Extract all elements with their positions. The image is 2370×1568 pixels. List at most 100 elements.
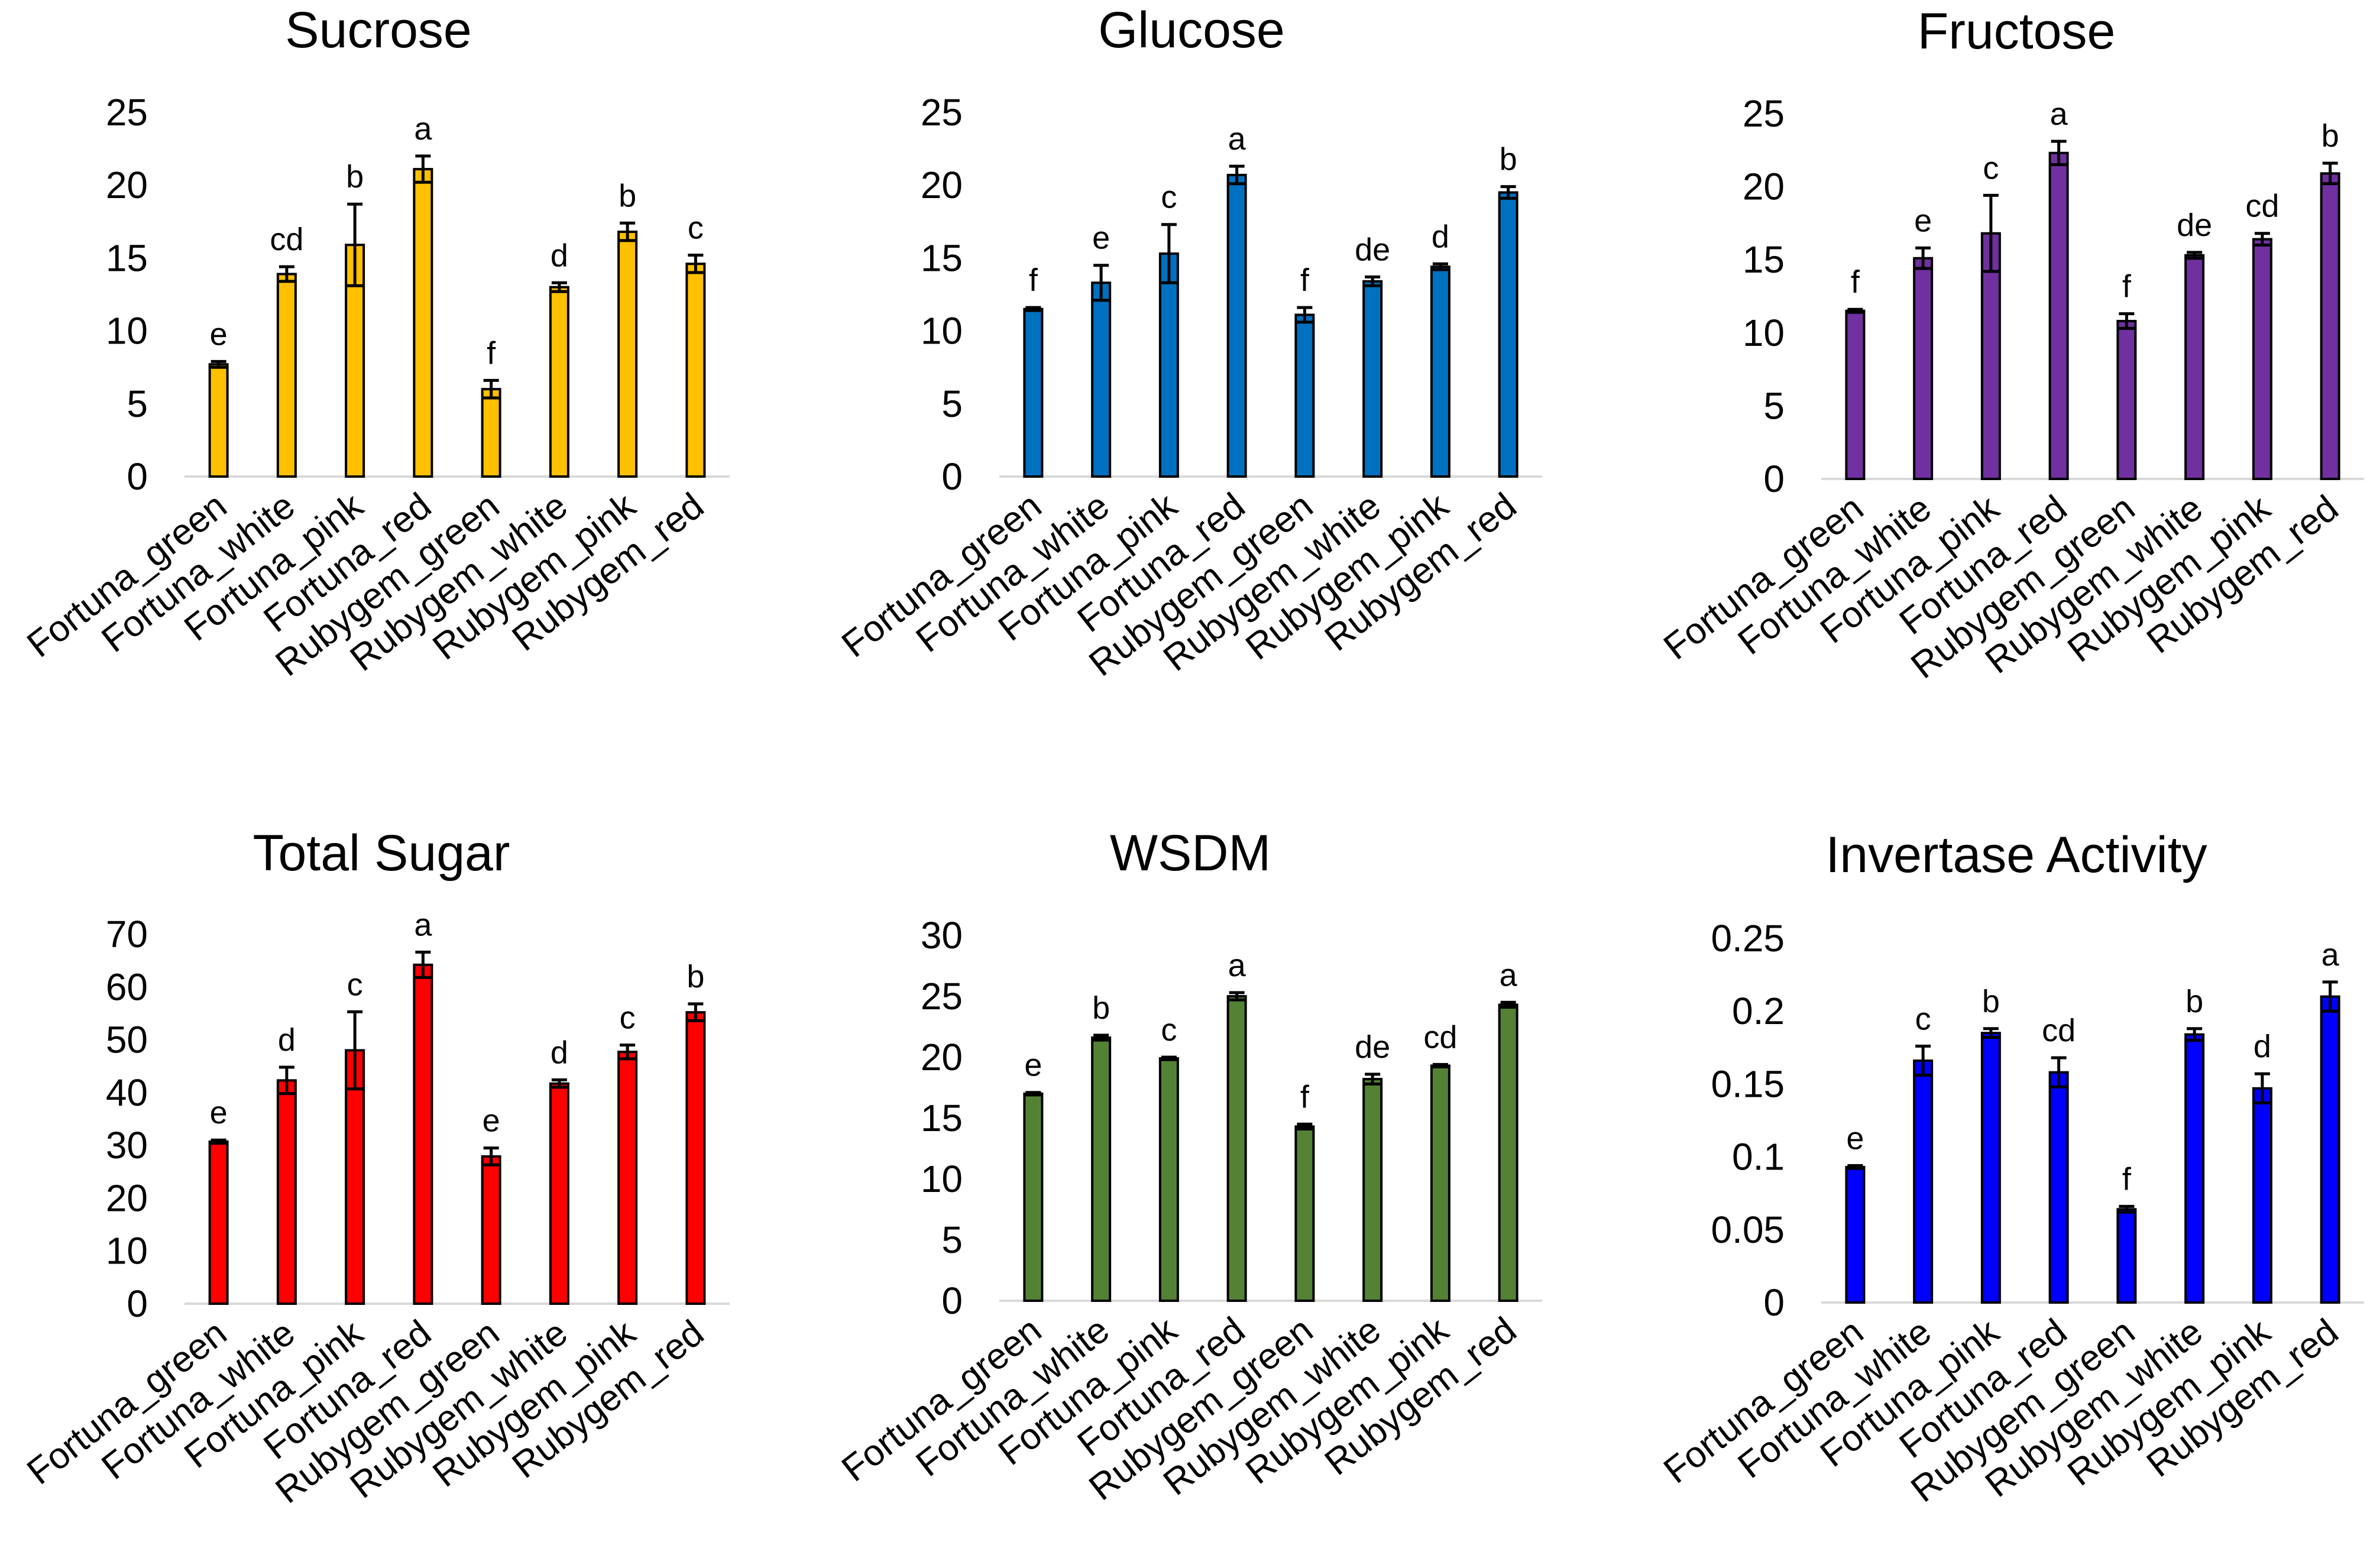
bar-fortuna-red: [1226, 173, 1247, 478]
y-tick-label: 20: [921, 164, 963, 206]
significance-label-rubygem-pink: d: [2254, 1029, 2271, 1064]
y-tick-label: 0: [941, 455, 963, 498]
y-tick-label: 15: [1743, 238, 1785, 281]
significance-label-fortuna-green: e: [1024, 1048, 1042, 1083]
significance-label-rubygem-green: f: [2122, 269, 2132, 304]
bar-fortuna-white: [1091, 1036, 1112, 1303]
y-tick-label: 5: [941, 1219, 963, 1261]
y-tick-label: 0.25: [1711, 917, 1785, 960]
significance-label-rubygem-green: f: [1300, 263, 1310, 298]
bar-rubygem-green: [2116, 320, 2137, 480]
bar-rubygem-green: [481, 388, 501, 478]
significance-label-fortuna-white: d: [278, 1022, 296, 1058]
significance-label-rubygem-pink: cd: [1423, 1019, 1457, 1055]
bar-fortuna-pink: [345, 1049, 365, 1305]
chart-title: Invertase Activity: [1825, 827, 2207, 883]
y-tick-label: 10: [1743, 312, 1785, 354]
bar-rubygem-pink: [617, 231, 638, 478]
bar-rubygem-white: [1362, 1078, 1383, 1302]
bar-fortuna-white: [1913, 257, 1934, 480]
y-tick-label: 20: [921, 1036, 963, 1078]
significance-label-rubygem-green: e: [483, 1103, 500, 1139]
significance-label-rubygem-green: f: [2122, 1161, 2132, 1197]
bar-fortuna-white: [1091, 281, 1112, 478]
significance-label-fortuna-pink: c: [1983, 150, 1999, 186]
bar-fortuna-green: [1023, 1092, 1044, 1303]
bar-rubygem-pink: [1430, 265, 1451, 478]
significance-label-fortuna-green: f: [1851, 264, 1860, 300]
bar-fortuna-white: [276, 273, 297, 478]
significance-label-rubygem-white: de: [1355, 232, 1390, 267]
significance-label-fortuna-white: c: [1915, 1001, 1931, 1036]
bar-fortuna-green: [1845, 309, 1866, 480]
bar-rubygem-pink: [2252, 1087, 2272, 1304]
y-tick-label: 15: [921, 237, 963, 279]
y-tick-label: 15: [921, 1097, 963, 1139]
significance-label-rubygem-white: d: [551, 1035, 568, 1070]
y-tick-label: 20: [106, 164, 148, 206]
y-tick-label: 5: [941, 383, 963, 425]
significance-label-rubygem-green: f: [487, 335, 496, 371]
bar-rubygem-red: [2320, 995, 2340, 1304]
significance-label-rubygem-white: d: [551, 238, 568, 273]
significance-label-fortuna-pink: b: [346, 159, 364, 195]
significance-label-rubygem-white: b: [2186, 984, 2203, 1019]
bar-fortuna-green: [208, 363, 229, 478]
chart-title: WSDM: [1110, 825, 1271, 882]
significance-label-fortuna-white: b: [1092, 990, 1110, 1026]
y-tick-label: 0: [1763, 1281, 1785, 1324]
significance-label-rubygem-green: f: [1300, 1079, 1310, 1115]
bar-rubygem-white: [549, 286, 569, 478]
chart-title: Fructose: [1918, 3, 2116, 60]
y-tick-label: 0: [127, 455, 148, 498]
significance-label-rubygem-red: b: [687, 959, 704, 994]
chart-panel-total-sugar: Total Sugar010203040506070eFortuna_green…: [20, 825, 730, 1511]
y-tick-label: 25: [921, 975, 963, 1018]
y-tick-label: 0: [1763, 458, 1785, 500]
bar-fortuna-green: [208, 1140, 229, 1305]
bar-rubygem-red: [685, 263, 706, 478]
bar-rubygem-green: [1294, 1125, 1315, 1303]
bar-rubygem-pink: [2252, 238, 2272, 480]
significance-label-fortuna-pink: c: [1161, 180, 1177, 215]
significance-label-rubygem-red: c: [688, 210, 704, 245]
bar-rubygem-red: [1498, 191, 1519, 478]
significance-label-fortuna-green: e: [210, 316, 228, 352]
significance-label-fortuna-white: e: [1092, 221, 1110, 256]
chart-panel-wsdm: WSDM051015202530eFortuna_greenbFortuna_w…: [834, 825, 1542, 1508]
y-tick-label: 10: [106, 310, 148, 352]
y-tick-label: 0.1: [1732, 1136, 1785, 1178]
chart-title: Total Sugar: [252, 825, 510, 882]
y-tick-label: 30: [921, 914, 963, 957]
significance-label-fortuna-red: a: [1228, 948, 1246, 983]
significance-label-fortuna-red: a: [414, 111, 432, 147]
bar-fortuna-green: [1023, 307, 1044, 478]
significance-label-rubygem-white: de: [1355, 1029, 1390, 1065]
significance-label-rubygem-white: de: [2177, 208, 2212, 243]
chart-panel-sucrose: Sucrose0510152025eFortuna_greencdFortuna…: [20, 2, 730, 684]
bar-rubygem-white: [2184, 1033, 2205, 1304]
y-tick-label: 40: [106, 1071, 148, 1114]
chart-title: Sucrose: [285, 2, 472, 59]
y-tick-label: 5: [1763, 384, 1785, 427]
bar-fortuna-red: [413, 963, 433, 1305]
bar-fortuna-pink: [1158, 252, 1179, 478]
y-tick-label: 15: [106, 237, 148, 279]
significance-label-fortuna-pink: c: [347, 967, 363, 1002]
bar-rubygem-green: [481, 1155, 501, 1305]
significance-label-fortuna-green: f: [1029, 263, 1038, 298]
significance-label-rubygem-pink: d: [1432, 219, 1449, 254]
y-tick-label: 30: [106, 1124, 148, 1167]
bar-fortuna-red: [413, 168, 433, 478]
significance-label-fortuna-red: a: [414, 907, 432, 942]
significance-label-fortuna-red: cd: [2042, 1013, 2076, 1048]
significance-label-rubygem-red: b: [1500, 142, 1517, 177]
bar-fortuna-red: [2048, 1071, 2069, 1304]
chart-title: Glucose: [1098, 2, 1285, 59]
bar-fortuna-pink: [1980, 1032, 2001, 1304]
bar-fortuna-green: [1845, 1165, 1866, 1304]
y-tick-label: 0: [941, 1279, 963, 1322]
significance-label-rubygem-pink: cd: [2245, 189, 2279, 224]
y-tick-label: 20: [106, 1177, 148, 1219]
